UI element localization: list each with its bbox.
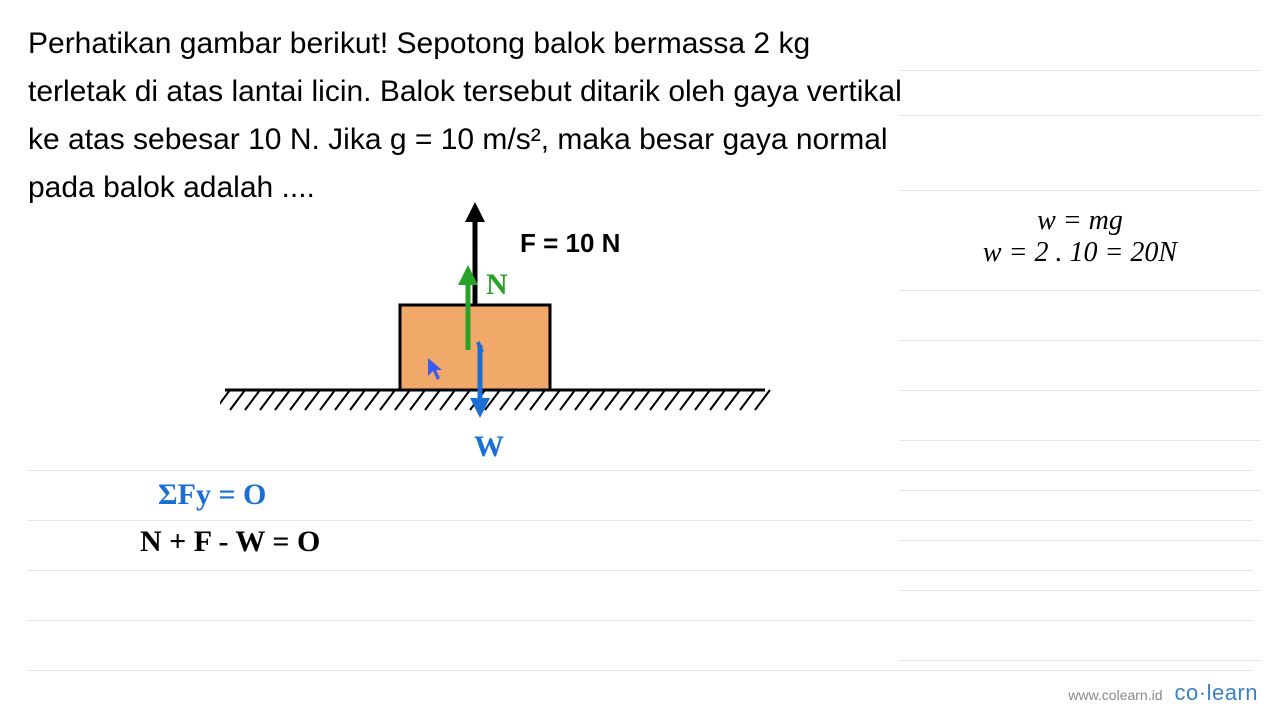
grid-line [900, 340, 1260, 341]
equation-sum-forces: ΣFy = O [158, 478, 266, 512]
normal-label: N [486, 268, 508, 301]
force-arrow-head [465, 202, 485, 222]
grid-line [900, 540, 1260, 541]
equation-weight-value: w = 2 . 10 = 20N [900, 237, 1260, 269]
grid-line [900, 390, 1260, 391]
grid-line [900, 190, 1260, 191]
force-label: F = 10 N [520, 228, 620, 258]
grid-line [28, 620, 1252, 621]
grid-line [28, 520, 1252, 521]
grid-line [28, 570, 1252, 571]
equation-weight-formula: w = mg [900, 205, 1260, 237]
grid-line [900, 440, 1260, 441]
grid-line [900, 70, 1260, 71]
right-panel: w = mg w = 2 . 10 = 20N [900, 10, 1260, 660]
footer: www.colearn.id co·learn [1068, 680, 1258, 706]
grid-line [28, 470, 1252, 471]
footer-logo: co·learn [1175, 680, 1259, 706]
grid-line [900, 590, 1260, 591]
grid-line [900, 660, 1260, 661]
grid-line [900, 115, 1260, 116]
weight-label: W [474, 430, 504, 463]
equation-block: w = mg w = 2 . 10 = 20N [900, 205, 1260, 269]
force-diagram: F = 10 N N W [220, 200, 780, 470]
block-rect [400, 305, 550, 390]
grid-line [900, 490, 1260, 491]
problem-text: Perhatikan gambar berikut! Sepotong balo… [28, 20, 908, 212]
grid-line [900, 290, 1260, 291]
grid-line [28, 670, 1252, 671]
ground-hatching [220, 390, 770, 410]
equation-force-balance: N + F - W = O [140, 525, 320, 559]
diagram-svg: F = 10 N N W [220, 200, 780, 470]
footer-url: www.colearn.id [1068, 687, 1162, 703]
